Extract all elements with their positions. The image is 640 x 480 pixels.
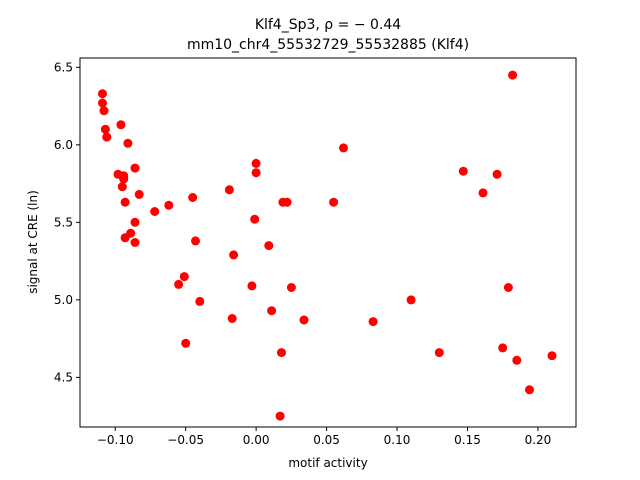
data-point-30: [251, 168, 261, 178]
data-point-16: [120, 233, 130, 243]
data-point-38: [277, 348, 286, 358]
data-point-0: [98, 89, 107, 99]
data-point-3: [100, 124, 110, 134]
data-point-39: [275, 411, 285, 421]
data-point-52: [508, 70, 518, 80]
data-point-49: [498, 343, 508, 353]
data-point-40: [299, 315, 309, 325]
chart-title-line1: Klf4_Sp3, ρ = − 0.44: [255, 17, 401, 33]
data-point-23: [174, 279, 184, 289]
y-axis-ticks: 4.5 5.0 5.5 6.0 6.5: [54, 60, 80, 384]
data-point-44: [406, 295, 416, 305]
data-point-29: [251, 158, 261, 168]
y-tick-label: 5.0: [54, 293, 73, 307]
data-point-46: [458, 166, 468, 176]
data-point-41: [329, 197, 339, 207]
data-point-51: [512, 355, 522, 365]
y-tick-label: 5.5: [54, 215, 73, 229]
data-point-9: [119, 174, 129, 184]
data-point-50: [503, 283, 513, 292]
data-point-31: [250, 214, 260, 224]
data-point-11: [130, 163, 140, 173]
data-point-36: [282, 197, 292, 207]
x-tick-label: 0.00: [243, 433, 270, 447]
x-tick-label: 0.10: [384, 433, 411, 447]
data-point-45: [434, 348, 444, 358]
x-tick-label: −0.05: [167, 433, 204, 447]
data-point-10: [117, 182, 127, 192]
data-point-43: [368, 317, 378, 327]
y-tick-label: 6.0: [54, 138, 73, 152]
x-tick-label: 0.15: [454, 433, 481, 447]
data-point-6: [123, 138, 133, 148]
y-tick-label: 4.5: [54, 370, 73, 384]
data-point-5: [116, 120, 126, 130]
y-tick-label: 6.5: [54, 60, 73, 74]
data-point-28: [227, 314, 237, 323]
data-point-21: [191, 236, 200, 246]
data-point-47: [478, 188, 488, 198]
data-point-54: [547, 351, 557, 361]
plot-frame: [79, 57, 577, 428]
data-point-13: [134, 189, 144, 199]
data-point-32: [247, 281, 257, 291]
data-point-12: [120, 197, 130, 207]
y-axis-label: signal at CRE (ln): [26, 190, 40, 294]
data-point-14: [130, 217, 140, 227]
data-points: [98, 70, 557, 421]
data-point-48: [492, 169, 502, 179]
data-point-26: [224, 185, 234, 195]
data-point-17: [130, 238, 140, 247]
x-tick-label: −0.10: [97, 433, 134, 447]
x-tick-label: 0.20: [525, 433, 552, 447]
data-point-24: [195, 296, 205, 306]
data-point-2: [99, 106, 109, 116]
data-point-25: [181, 338, 191, 348]
data-point-53: [525, 385, 534, 395]
data-point-1: [98, 98, 107, 108]
data-point-18: [150, 207, 160, 216]
data-point-4: [102, 132, 112, 142]
data-point-27: [229, 250, 239, 260]
data-point-22: [179, 272, 189, 282]
data-point-34: [267, 306, 277, 316]
data-point-33: [264, 241, 274, 251]
x-axis-label: motif activity: [288, 456, 367, 470]
x-axis-ticks: −0.10 −0.05 0.00 0.05 0.10 0.15 0.20: [97, 427, 551, 447]
data-point-20: [188, 193, 198, 202]
data-point-42: [339, 143, 348, 153]
data-point-37: [286, 283, 296, 292]
x-tick-label: 0.05: [313, 433, 340, 447]
chart-title-line2: mm10_chr4_55532729_55532885 (Klf4): [187, 37, 469, 53]
data-point-19: [164, 200, 174, 210]
